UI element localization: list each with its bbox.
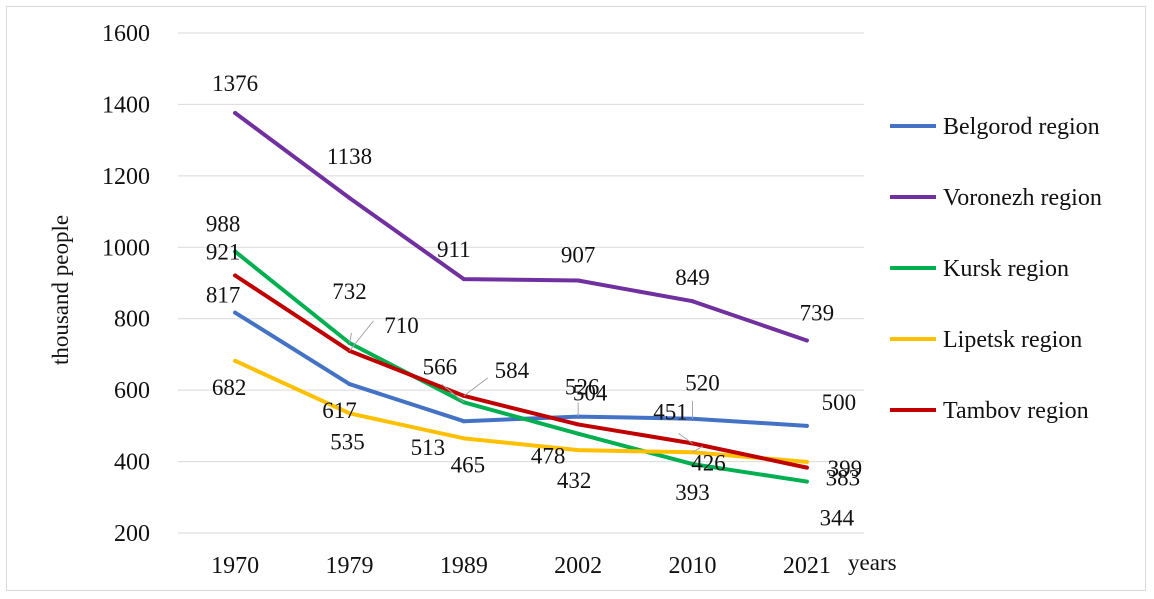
data-label-lipetsk-2021: 399 [828,456,863,481]
data-point-lipetsk-1970 [233,358,238,363]
data-label-lipetsk-1989: 465 [451,452,486,477]
data-label-belgorod-1979: 617 [322,398,357,423]
series-line-kursk [233,249,809,484]
data-point-voronezh-2021 [804,338,809,343]
data-label-voronezh-2010: 849 [675,265,710,290]
data-point-kursk-1970 [233,249,238,254]
y-tick-600: 600 [114,378,150,404]
data-point-voronezh-1970 [233,111,238,115]
data-point-belgorod-1989 [461,419,466,424]
data-point-lipetsk-1989 [461,436,466,441]
series-line-lipetsk [233,358,809,464]
legend-label-belgorod: Belgorod region [943,114,1100,140]
data-label-voronezh-1970: 1376 [212,71,258,96]
data-label-belgorod-1970: 817 [206,283,241,308]
data-label-kursk-2002: 478 [531,444,566,469]
data-label-tambov-1979: 710 [384,313,419,338]
y-axis-title: thousand people [48,215,73,365]
legend-label-lipetsk: Lipetsk region [943,327,1082,353]
x-tick-2021: 2021 [783,553,831,579]
data-point-voronezh-2010 [690,299,695,304]
data-label-voronezh-2002: 907 [561,243,596,268]
y-tick-1200: 1200 [102,164,150,190]
data-point-belgorod-1979 [347,382,352,387]
x-tick-1970: 1970 [211,553,259,579]
data-point-belgorod-2021 [804,423,809,428]
leader-line-lipetsk-2010 [692,445,703,453]
data-label-tambov-1989: 584 [495,358,530,383]
leader-line-tambov-1989 [463,377,489,397]
leader-line-tambov-2010 [678,432,693,444]
legend-label-tambov: Tambov region [943,398,1089,424]
legend-label-voronezh: Voronezh region [943,185,1102,211]
data-point-lipetsk-2021 [804,459,809,464]
x-tick-2010: 2010 [669,553,717,579]
data-label-belgorod-2021: 500 [822,390,857,415]
data-label-kursk-2021: 344 [820,506,855,531]
data-label-kursk-1989: 566 [423,354,458,379]
data-point-belgorod-1970 [233,310,238,315]
series-line-tambov [233,273,809,470]
y-tick-400: 400 [114,450,150,476]
legend-label-kursk: Kursk region [943,256,1069,282]
y-tick-1600: 1600 [102,21,150,47]
data-label-belgorod-1989: 513 [411,435,446,460]
data-point-lipetsk-1979 [347,411,352,416]
data-point-lipetsk-2002 [576,448,581,453]
y-tick-1000: 1000 [102,235,150,261]
data-label-voronezh-1989: 911 [437,237,471,262]
data-point-tambov-2002 [576,422,581,427]
data-label-lipetsk-1979: 535 [330,429,365,454]
data-label-kursk-1970: 988 [206,212,241,237]
data-label-voronezh-2021: 739 [800,301,835,326]
data-label-lipetsk-2010: 426 [691,450,726,475]
data-point-tambov-1970 [233,273,238,278]
x-tick-1979: 1979 [326,553,374,579]
data-label-lipetsk-1970: 682 [212,375,247,400]
y-tick-1400: 1400 [102,92,150,118]
data-label-voronezh-1979: 1138 [327,144,372,169]
leader-line-tambov-1979 [349,320,374,352]
data-label-belgorod-2010: 520 [685,371,720,396]
x-tick-2002: 2002 [554,553,602,579]
x-axis-title: years [848,550,897,575]
data-label-lipetsk-2002: 432 [557,468,592,493]
data-point-kursk-2010 [690,462,695,467]
data-point-tambov-2021 [804,465,809,470]
data-label-tambov-2010: 451 [653,399,688,424]
data-label-kursk-1979: 732 [332,279,367,304]
x-tick-1989: 1989 [440,553,488,579]
y-tick-200: 200 [114,521,150,547]
y-tick-800: 800 [114,307,150,333]
leader-line-kursk-1989 [441,383,465,403]
data-point-kursk-2021 [804,479,809,484]
data-label-tambov-2002: 504 [573,380,608,405]
data-label-tambov-2021: 383 [826,466,861,491]
data-label-tambov-1970: 921 [206,240,241,265]
data-label-belgorod-2002: 526 [565,375,600,400]
leader-line-kursk-1979 [349,332,352,344]
data-point-voronezh-1989 [461,277,466,282]
data-label-kursk-2010: 393 [675,480,710,505]
series-line-voronezh [233,111,809,343]
data-point-voronezh-2002 [576,278,581,283]
data-point-kursk-2002 [576,431,581,436]
data-point-voronezh-1979 [347,196,352,200]
